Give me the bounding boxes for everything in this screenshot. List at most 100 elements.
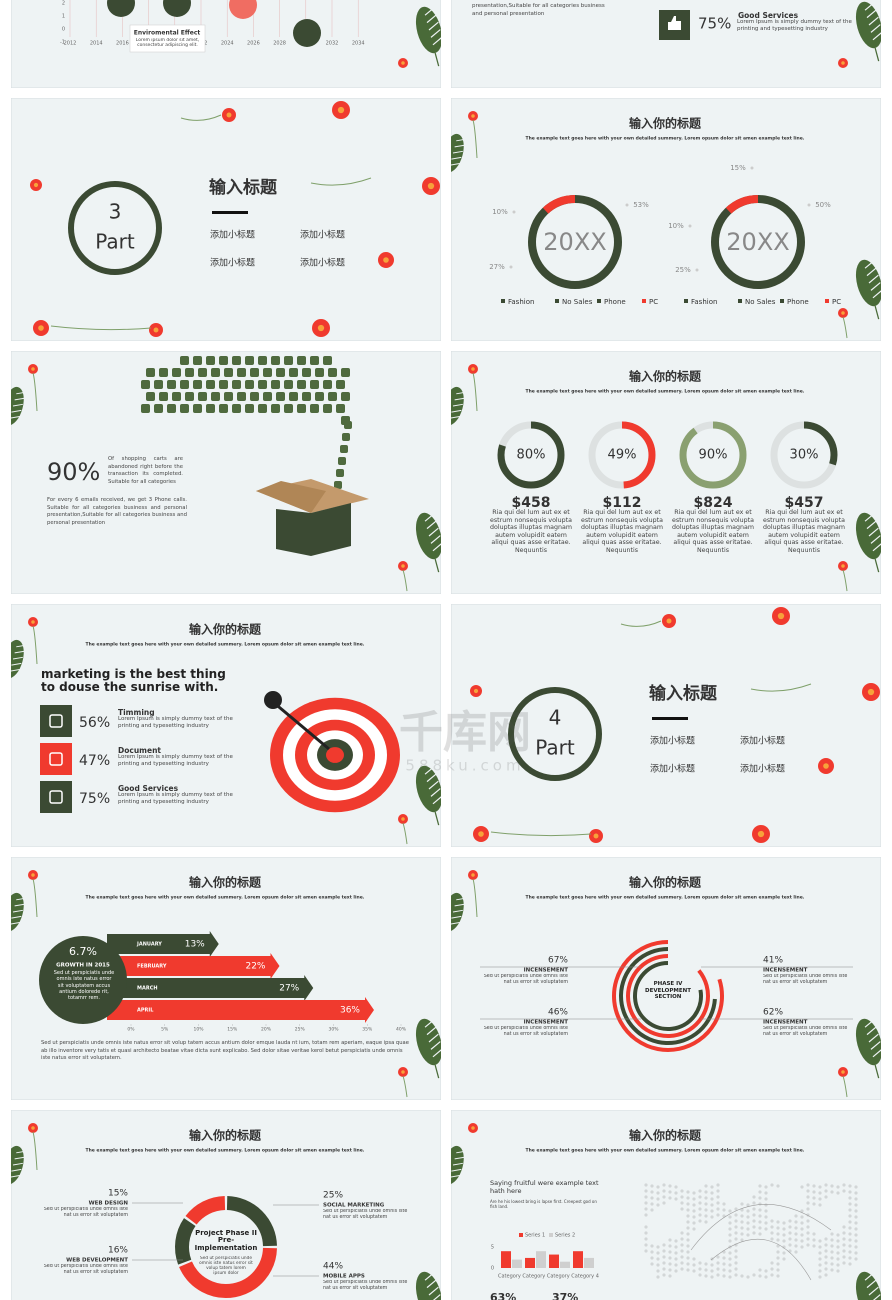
- donut-center: 20XX: [726, 228, 789, 256]
- donut-label: 10%: [492, 208, 508, 216]
- flower-stem: [402, 1075, 408, 1098]
- map-dot: [746, 1233, 750, 1237]
- leaf-decor: [415, 1018, 441, 1079]
- leaf-decor: [855, 1018, 881, 1079]
- map-dot: [812, 1184, 816, 1188]
- map-dot: [662, 1261, 666, 1265]
- map-dot: [704, 1208, 708, 1212]
- map-dot: [734, 1231, 738, 1235]
- leaf-vein: [866, 1279, 877, 1289]
- item-name: Good Services: [118, 784, 179, 793]
- map-dot: [818, 1275, 822, 1279]
- donut-label: 50%: [815, 201, 831, 209]
- map-dot: [686, 1190, 690, 1194]
- map-dot: [770, 1231, 774, 1235]
- leaf-vein: [454, 397, 465, 401]
- map-dot: [644, 1207, 648, 1211]
- legend-swatch: [825, 299, 829, 303]
- leaf-vein: [451, 921, 460, 925]
- icon: [340, 445, 348, 453]
- map-dot: [740, 1208, 744, 1212]
- map-dot: [698, 1195, 702, 1199]
- map-dot: [698, 1189, 702, 1193]
- leaf-stem: [874, 305, 880, 320]
- paragraph: Suitable for all categories business and…: [472, 0, 606, 17]
- map-dot: [824, 1189, 828, 1193]
- map-dot: [848, 1238, 852, 1242]
- paragraph: Sed ut perspiciatis unde omnis iste natu…: [54, 970, 115, 1001]
- slide-background: [11, 351, 441, 594]
- map-dot: [668, 1274, 672, 1278]
- leaf-vein: [12, 403, 23, 407]
- map-dot: [704, 1268, 708, 1272]
- section-title: 输入标题: [209, 177, 278, 198]
- map-dot: [674, 1239, 678, 1243]
- map-dot: [854, 1221, 858, 1225]
- bubble: [163, 0, 191, 17]
- leaf-vein: [428, 21, 439, 31]
- flower-center: [38, 325, 44, 331]
- map-dot: [818, 1203, 822, 1207]
- axis-label: 15%: [227, 1027, 238, 1033]
- legend-swatch: [738, 299, 742, 303]
- map-dot: [728, 1221, 732, 1225]
- flower-center: [471, 873, 475, 877]
- map-dot: [644, 1195, 648, 1199]
- map-dot: [644, 1183, 648, 1187]
- slide: 输入你的标题 The example text goes here with yo…: [451, 98, 881, 341]
- subtitle: 添加小标题: [650, 763, 695, 775]
- map-dot: [734, 1225, 738, 1229]
- legend-label: Phone: [604, 298, 626, 306]
- leaf-vein: [430, 788, 441, 797]
- map-dot: [788, 1237, 792, 1241]
- map-dot: [662, 1243, 666, 1247]
- legend-swatch: [555, 299, 559, 303]
- map-dot: [746, 1227, 750, 1231]
- map-dot: [830, 1190, 834, 1194]
- leaf-decor: [855, 259, 881, 320]
- flower-center: [471, 114, 475, 118]
- map-dot: [704, 1184, 708, 1188]
- leaf-vein: [12, 1162, 23, 1166]
- map-dot: [740, 1274, 744, 1278]
- map-dot: [818, 1245, 822, 1249]
- map-dot: [680, 1255, 684, 1259]
- map-dot: [776, 1256, 780, 1260]
- icon: [180, 404, 189, 413]
- bar-name: MARCH: [137, 986, 158, 992]
- map-dot: [662, 1267, 666, 1271]
- map-dot: [848, 1208, 852, 1212]
- map-dot: [848, 1196, 852, 1200]
- icon: [206, 404, 215, 413]
- map-dot: [854, 1203, 858, 1207]
- box-body: [276, 503, 351, 556]
- map-dot: [716, 1273, 720, 1277]
- leaf-vein: [451, 1174, 460, 1178]
- map-dot: [746, 1215, 750, 1219]
- map-dot: [740, 1202, 744, 1206]
- map-dot: [824, 1195, 828, 1199]
- map-dot: [722, 1262, 726, 1266]
- flower-center: [666, 618, 672, 624]
- label-dot: [750, 166, 754, 170]
- flower-center: [478, 831, 484, 837]
- map-dot: [842, 1225, 846, 1229]
- map-dot: [656, 1275, 660, 1279]
- label-dot: [695, 268, 699, 272]
- map-dot: [710, 1215, 714, 1219]
- leaf-vein: [424, 1271, 435, 1281]
- map-dot: [764, 1191, 768, 1195]
- donut-label: 27%: [489, 263, 505, 271]
- label-dot: [509, 265, 513, 269]
- map-dot: [644, 1243, 648, 1247]
- flower-center: [401, 564, 405, 568]
- map-dot: [758, 1214, 762, 1218]
- map-dot: [806, 1183, 810, 1187]
- flower-center: [401, 1070, 405, 1074]
- map-dot: [692, 1215, 696, 1219]
- map-dot: [770, 1237, 774, 1241]
- flower-stem: [842, 1075, 848, 1098]
- flower-center: [31, 620, 35, 624]
- icon: [237, 368, 246, 377]
